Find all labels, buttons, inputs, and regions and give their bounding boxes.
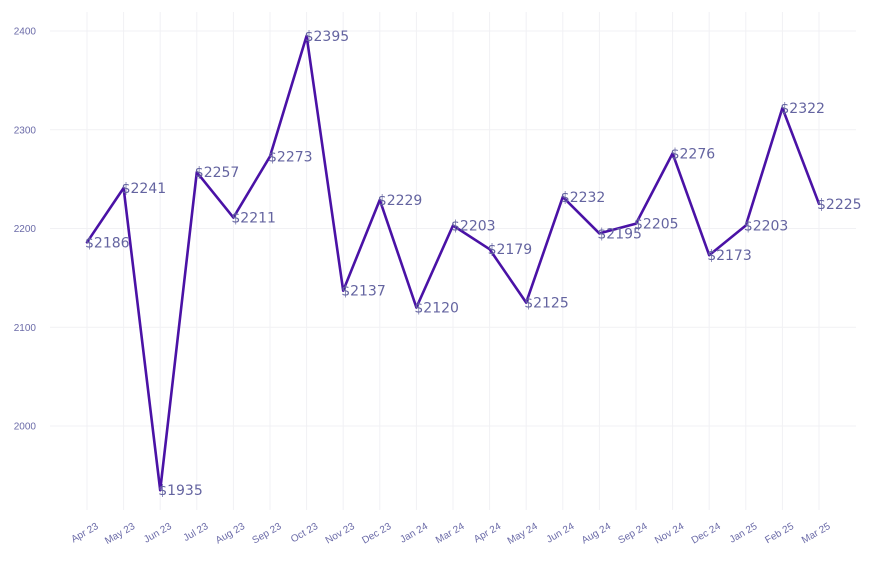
data-label: $2211 (231, 211, 276, 227)
data-label: $2205 (634, 217, 679, 233)
series-line (85, 34, 821, 492)
x-tick-label: Mar 24 (434, 521, 467, 546)
y-tick-label: 2200 (14, 224, 37, 235)
data-label: $2173 (707, 248, 752, 264)
data-label: $2232 (561, 190, 606, 206)
data-label: $2322 (780, 101, 825, 117)
data-label: $2225 (817, 197, 862, 213)
x-tick-label: Jul 23 (182, 521, 211, 544)
data-label: $2195 (597, 226, 642, 242)
x-tick-label: Sep 24 (617, 521, 650, 547)
data-label: $2395 (305, 29, 350, 45)
data-label: $2229 (378, 193, 423, 209)
y-tick-label: 2400 (14, 27, 37, 38)
x-tick-label: Oct 23 (289, 521, 320, 545)
series-layer (85, 34, 821, 492)
data-label: $2179 (488, 242, 533, 258)
x-tick-label: Jan 24 (398, 521, 430, 546)
y-tick-label: 2300 (14, 125, 37, 136)
data-label: $2203 (744, 219, 789, 235)
x-tick-label: Jun 24 (545, 521, 577, 546)
data-label: $1935 (158, 483, 203, 499)
x-tick-label: Mar 25 (800, 521, 833, 546)
x-tick-label: Nov 24 (653, 521, 686, 547)
x-tick-label: Feb 25 (763, 521, 796, 546)
x-tick-label: Apr 24 (472, 521, 503, 545)
x-tick-label: Sep 23 (251, 521, 284, 547)
x-tick-label: Jan 25 (728, 521, 760, 546)
x-tick-label: Aug 23 (214, 521, 247, 547)
x-axis-ticks: Apr 23 May 23 Jun 23 Jul 23 Aug 23 Sep 2… (69, 521, 832, 547)
data-label: $2241 (122, 181, 167, 197)
data-label: $2125 (524, 296, 569, 312)
y-tick-label: 2000 (14, 422, 37, 433)
data-label: $2273 (268, 149, 313, 165)
data-label: $2276 (671, 146, 716, 162)
x-tick-label: May 23 (103, 521, 137, 547)
x-tick-label: Dec 23 (360, 521, 393, 547)
x-tick-label: Apr 23 (69, 521, 100, 545)
y-tick-label: 2100 (14, 323, 37, 334)
x-tick-label: May 24 (506, 521, 540, 547)
x-tick-label: Nov 23 (324, 521, 357, 547)
data-label: $2186 (85, 235, 130, 251)
data-labels: $2186 $2241 $1935 $2257 $2211 $2273 $239… (85, 29, 862, 499)
data-label: $2137 (341, 284, 386, 300)
data-label: $2120 (414, 301, 459, 317)
grid-lines (50, 12, 856, 510)
y-axis-ticks: 2000 2100 2200 2300 2400 (14, 27, 37, 433)
data-label: $2257 (195, 165, 240, 181)
x-tick-label: Dec 24 (690, 521, 723, 547)
x-tick-label: Jun 23 (142, 521, 174, 546)
x-tick-label: Aug 24 (580, 521, 613, 547)
data-label: $2203 (451, 219, 496, 235)
